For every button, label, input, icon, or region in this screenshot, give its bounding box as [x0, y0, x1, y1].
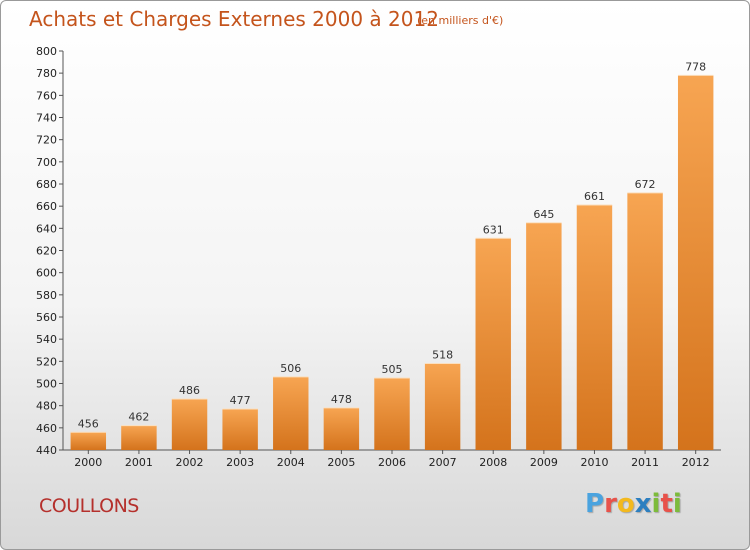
data-label: 477	[230, 394, 251, 407]
bar	[323, 407, 360, 450]
bar	[70, 432, 107, 450]
bar	[627, 192, 663, 450]
logo-letter: t	[660, 489, 673, 519]
y-tick-label: 560	[36, 311, 57, 324]
y-tick-label: 480	[36, 400, 57, 413]
x-tick-label: 2001	[125, 456, 153, 469]
y-tick-label: 680	[36, 178, 57, 191]
y-tick-label: 500	[36, 378, 57, 391]
logo-letter: i	[672, 489, 682, 519]
y-tick-label: 600	[36, 267, 57, 280]
data-label: 478	[331, 393, 352, 406]
data-label: 672	[635, 178, 656, 191]
x-tick-label: 2012	[682, 456, 710, 469]
data-label: 462	[128, 411, 149, 424]
x-tick-label: 2005	[327, 456, 355, 469]
y-tick-label: 460	[36, 422, 57, 435]
bars	[70, 74, 714, 450]
chart-title: Achats et Charges Externes 2000 à 2012	[29, 7, 439, 31]
y-tick-label: 440	[36, 444, 57, 457]
commune-name: COULLONS	[39, 495, 139, 517]
x-tick-label: 2009	[530, 456, 558, 469]
data-label: 506	[280, 362, 301, 375]
y-tick-label: 760	[36, 89, 57, 102]
y-tick-label: 660	[36, 200, 57, 213]
data-label: 645	[533, 208, 554, 221]
y-tick-label: 700	[36, 156, 57, 169]
logo-letter: r	[604, 489, 617, 519]
y-tick-label: 580	[36, 289, 57, 302]
data-label: 505	[382, 363, 403, 376]
y-tick-label: 740	[36, 112, 57, 125]
bar	[677, 75, 714, 450]
bar	[222, 408, 258, 450]
x-tick-label: 2008	[479, 456, 507, 469]
data-label: 778	[685, 60, 706, 73]
logo-letter: x	[634, 489, 652, 519]
chart-subtitle: (en milliers d'€)	[417, 14, 504, 27]
y-tick-label: 720	[36, 134, 57, 147]
bar	[273, 376, 309, 450]
x-tick-label: 2006	[378, 456, 406, 469]
proxiti-logo[interactable]: Proxiti	[585, 489, 682, 519]
y-tick-label: 540	[36, 333, 57, 346]
logo-letter: o	[616, 489, 635, 519]
y-tick-label: 800	[36, 45, 57, 58]
x-tick-label: 2010	[580, 456, 608, 469]
data-label: 661	[584, 190, 605, 203]
bar	[121, 425, 157, 450]
x-tick-label: 2002	[176, 456, 204, 469]
bar	[475, 238, 511, 450]
logo-letter: i	[651, 489, 661, 519]
bar	[526, 222, 562, 450]
x-tick-label: 2004	[277, 456, 305, 469]
y-tick-label: 780	[36, 67, 57, 80]
axes: 440 460 480 500 520 540 560 580 600 620 640 660 680 7…	[36, 45, 721, 469]
bar	[424, 363, 461, 450]
data-label: 518	[432, 349, 453, 362]
data-label: 631	[483, 223, 504, 236]
x-tick-label: 2003	[226, 456, 254, 469]
bar	[171, 399, 208, 450]
bar	[576, 205, 613, 450]
bar	[374, 377, 410, 450]
x-tick-label: 2000	[74, 456, 102, 469]
data-label: 486	[179, 384, 200, 397]
logo-letter: P	[585, 489, 605, 519]
y-tick-label: 520	[36, 355, 57, 368]
y-tick-label: 640	[36, 222, 57, 235]
y-tick-label: 620	[36, 245, 57, 258]
data-label: 456	[78, 417, 99, 430]
x-tick-label: 2011	[631, 456, 659, 469]
x-tick-label: 2007	[429, 456, 457, 469]
value-labels: 456 462 486 477 506 478 505 518 631 645 661 672 778	[78, 60, 706, 430]
